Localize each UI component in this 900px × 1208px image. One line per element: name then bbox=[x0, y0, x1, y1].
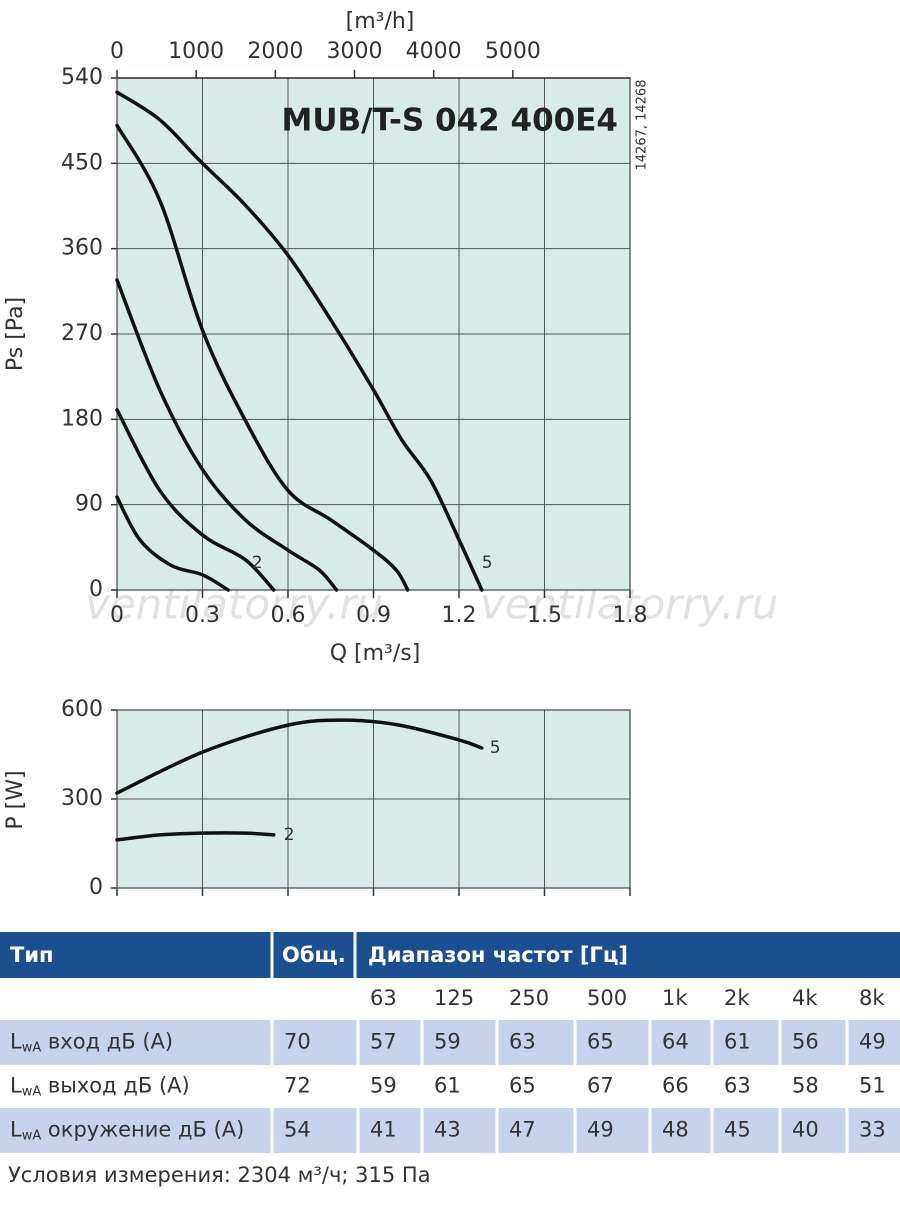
x2-tick-label: 3000 bbox=[327, 39, 383, 64]
y-tick-label: 540 bbox=[61, 65, 103, 90]
curve-label: 2 bbox=[284, 825, 295, 845]
row-bg bbox=[0, 1108, 900, 1153]
curve bbox=[115, 495, 230, 592]
x-tick-label: 0.3 bbox=[185, 603, 220, 628]
row-label: LwA выход дБ (A) bbox=[10, 1074, 190, 1100]
row-label: LwA окружение дБ (A) bbox=[10, 1118, 244, 1144]
row-value: 65 bbox=[587, 1030, 614, 1054]
row-total: 72 bbox=[284, 1074, 311, 1098]
curve bbox=[115, 408, 276, 592]
row-sub: wA bbox=[22, 1040, 42, 1055]
x2-tick-label: 4000 bbox=[406, 39, 462, 64]
row-total: 70 bbox=[284, 1030, 311, 1054]
y-tick-label: 300 bbox=[61, 786, 103, 811]
curve bbox=[115, 278, 339, 592]
x2-tick-label: 2000 bbox=[247, 39, 303, 64]
x-tick-label: 1.8 bbox=[613, 603, 648, 628]
y-tick-label: 360 bbox=[61, 236, 103, 261]
y-axis-label: P [W] bbox=[3, 770, 28, 829]
row-value: 59 bbox=[370, 1074, 397, 1098]
row-value: 61 bbox=[724, 1030, 751, 1054]
row-symbol: L bbox=[10, 1030, 22, 1054]
y-tick-label: 0 bbox=[89, 875, 103, 900]
band-label: 2k bbox=[724, 986, 750, 1010]
x-axis-label: Q [m³/s] bbox=[330, 641, 421, 666]
band-label: 250 bbox=[509, 986, 549, 1010]
curve-label: 2 bbox=[252, 553, 263, 573]
x2-axis-label: [m³/h] bbox=[346, 9, 415, 34]
row-symbol: L bbox=[10, 1074, 22, 1098]
plot-border bbox=[116, 709, 631, 889]
row-bg bbox=[0, 1020, 900, 1065]
x-tick-label: 0.6 bbox=[271, 603, 306, 628]
row-value: 65 bbox=[509, 1074, 536, 1098]
curve bbox=[115, 90, 484, 592]
row-total: 54 bbox=[284, 1118, 311, 1142]
row-label: LwA вход дБ (A) bbox=[10, 1030, 173, 1056]
curve-label: 5 bbox=[482, 553, 493, 573]
table-header-cell: Тип bbox=[10, 943, 54, 967]
band-label: 125 bbox=[434, 986, 474, 1010]
x-tick-label: 1.2 bbox=[442, 603, 477, 628]
x-tick-label: 0.9 bbox=[356, 603, 391, 628]
table-header-cell: Общ. bbox=[282, 943, 346, 967]
band-label: 4k bbox=[792, 986, 818, 1010]
table-header bbox=[0, 932, 900, 978]
row-value: 40 bbox=[792, 1118, 819, 1142]
row-value: 58 bbox=[792, 1074, 819, 1098]
y-tick-label: 600 bbox=[61, 697, 103, 722]
band-label: 500 bbox=[587, 986, 627, 1010]
x2-tick-label: 0 bbox=[110, 39, 124, 64]
row-sub: wA bbox=[22, 1128, 42, 1143]
row-value: 61 bbox=[434, 1074, 461, 1098]
row-value: 57 bbox=[370, 1030, 397, 1054]
row-value: 63 bbox=[724, 1074, 751, 1098]
row-symbol: L bbox=[10, 1118, 22, 1142]
x2-tick-label: 1000 bbox=[168, 39, 224, 64]
x-tick-label: 0 bbox=[110, 603, 124, 628]
y-tick-label: 0 bbox=[89, 577, 103, 602]
chart-title: MUB/T-S 042 400E4 bbox=[281, 103, 618, 139]
note: Условия измерения: 2304 м³/ч; 315 Па bbox=[8, 1163, 431, 1187]
row-value: 49 bbox=[859, 1030, 886, 1054]
x2-tick-label: 5000 bbox=[485, 39, 541, 64]
curve bbox=[115, 123, 410, 592]
row-value: 66 bbox=[662, 1074, 689, 1098]
x-tick-label: 1.5 bbox=[527, 603, 562, 628]
row-value: 64 bbox=[662, 1030, 689, 1054]
row-value: 51 bbox=[859, 1074, 886, 1098]
curve-label: 5 bbox=[490, 738, 501, 758]
curve bbox=[115, 718, 484, 795]
side-note: 14267, 14268 bbox=[635, 80, 650, 171]
y-axis-label: Ps [Pa] bbox=[3, 297, 28, 371]
y-tick-label: 270 bbox=[61, 321, 103, 346]
row-sub: wA bbox=[22, 1084, 42, 1099]
band-label: 1k bbox=[662, 986, 688, 1010]
row-text: выход дБ (A) bbox=[41, 1074, 189, 1098]
y-tick-label: 90 bbox=[75, 492, 103, 517]
row-value: 63 bbox=[509, 1030, 536, 1054]
row-value: 49 bbox=[587, 1118, 614, 1142]
row-value: 33 bbox=[859, 1118, 886, 1142]
row-value: 47 bbox=[509, 1118, 536, 1142]
row-value: 59 bbox=[434, 1030, 461, 1054]
y-tick-label: 180 bbox=[61, 406, 103, 431]
row-value: 67 bbox=[587, 1074, 614, 1098]
row-text: вход дБ (A) bbox=[41, 1030, 173, 1054]
row-value: 45 bbox=[724, 1118, 751, 1142]
row-value: 48 bbox=[662, 1118, 689, 1142]
band-label: 8k bbox=[859, 986, 885, 1010]
band-label: 63 bbox=[370, 986, 397, 1010]
row-text: окружение дБ (A) bbox=[41, 1118, 244, 1142]
row-value: 43 bbox=[434, 1118, 461, 1142]
y-tick-label: 450 bbox=[61, 150, 103, 175]
curve bbox=[115, 831, 276, 842]
row-value: 41 bbox=[370, 1118, 397, 1142]
row-value: 56 bbox=[792, 1030, 819, 1054]
table-header-cell: Диапазон частот [Гц] bbox=[368, 943, 628, 967]
